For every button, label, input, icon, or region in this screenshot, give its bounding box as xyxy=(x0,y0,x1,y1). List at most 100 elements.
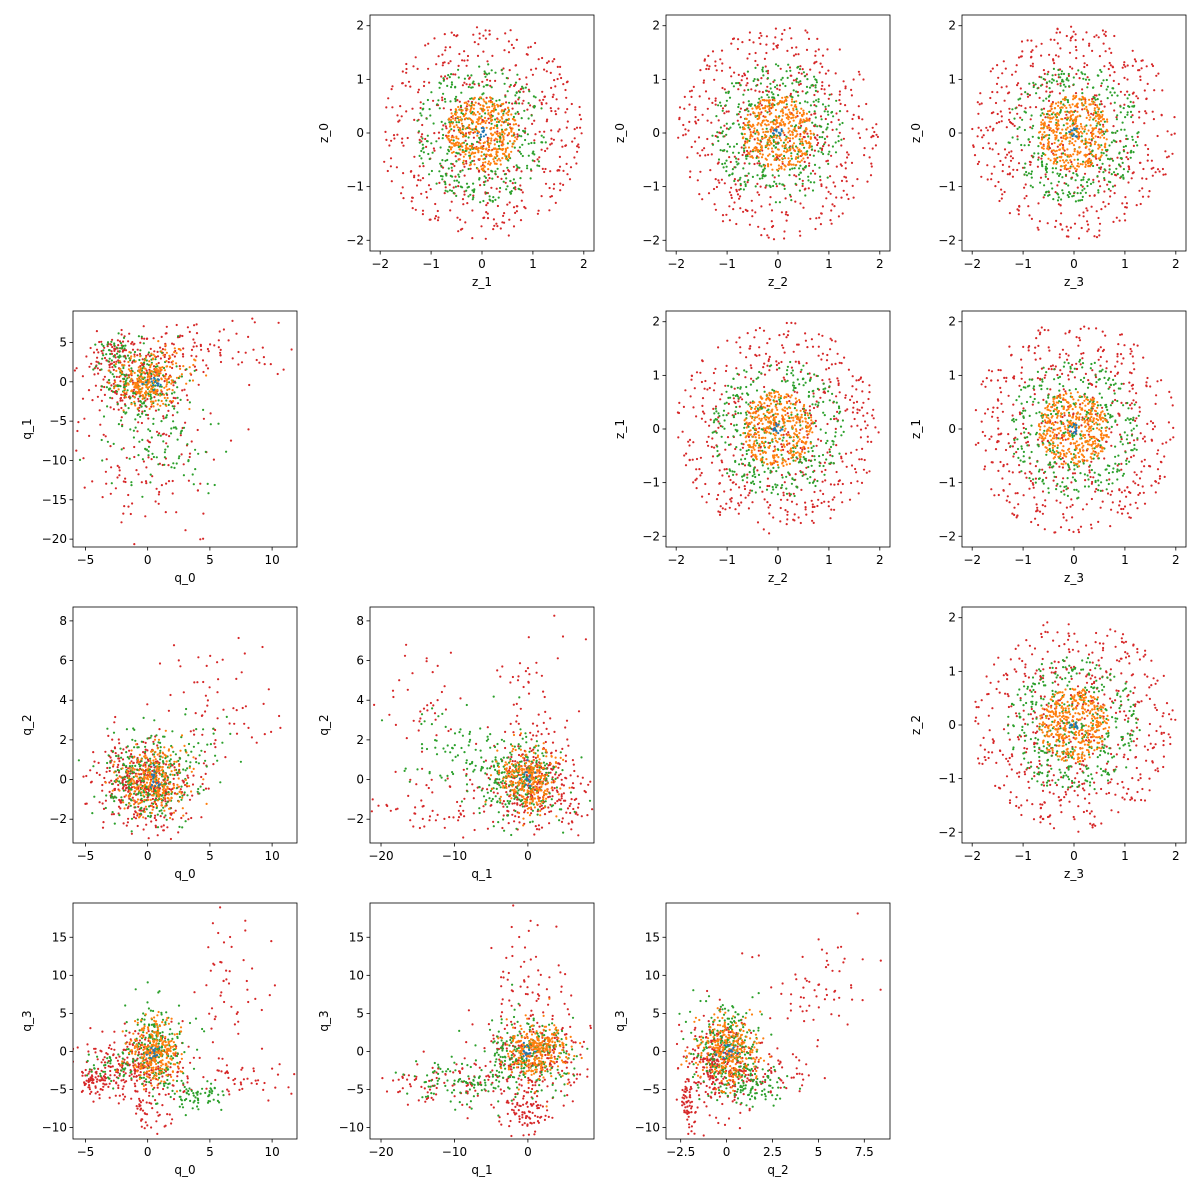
data-point xyxy=(515,38,519,41)
data-point xyxy=(123,347,126,350)
data-point xyxy=(1073,110,1076,113)
data-point xyxy=(703,59,706,62)
data-point xyxy=(1085,207,1088,210)
data-point xyxy=(213,483,216,487)
data-point xyxy=(520,117,523,120)
data-point xyxy=(1003,148,1007,151)
data-point xyxy=(499,186,502,190)
data-point xyxy=(796,133,799,136)
data-point xyxy=(512,142,515,146)
data-point xyxy=(1059,106,1062,109)
data-point xyxy=(1081,108,1084,111)
data-point xyxy=(460,91,463,94)
data-point xyxy=(487,142,490,145)
data-point xyxy=(1068,51,1072,54)
data-point xyxy=(485,211,488,214)
data-point xyxy=(771,168,774,171)
data-point xyxy=(1053,62,1056,65)
data-point xyxy=(484,153,487,156)
data-point xyxy=(168,388,171,391)
data-point xyxy=(846,156,849,159)
data-point xyxy=(1066,118,1069,121)
data-point xyxy=(694,108,697,111)
data-point xyxy=(465,189,468,192)
data-point xyxy=(762,119,766,122)
data-point xyxy=(122,391,125,394)
data-point xyxy=(486,106,489,109)
data-point xyxy=(479,135,483,138)
data-point xyxy=(103,385,106,389)
data-point xyxy=(531,73,535,76)
data-point xyxy=(128,351,131,354)
data-point xyxy=(1131,64,1134,67)
data-point xyxy=(805,73,809,76)
data-point xyxy=(787,118,790,121)
data-point xyxy=(451,114,454,117)
data-point xyxy=(442,77,445,80)
data-point xyxy=(151,475,154,478)
data-point xyxy=(415,184,419,187)
y-tick-label: 0 xyxy=(356,126,364,140)
data-point xyxy=(1109,189,1112,192)
data-point xyxy=(827,104,830,107)
data-point xyxy=(137,397,140,400)
data-point xyxy=(455,121,458,124)
data-point xyxy=(744,155,748,158)
data-point xyxy=(467,185,470,188)
data-point xyxy=(765,99,768,102)
data-point xyxy=(110,362,113,365)
data-point xyxy=(1093,155,1096,158)
data-point xyxy=(1116,114,1119,117)
data-point xyxy=(842,137,846,140)
data-point xyxy=(157,408,160,411)
data-point xyxy=(486,212,489,215)
data-point xyxy=(159,394,162,397)
data-point xyxy=(1103,190,1106,193)
y-tick-label: −1 xyxy=(346,180,364,194)
data-point xyxy=(141,438,144,441)
data-point xyxy=(489,79,492,82)
data-point xyxy=(139,392,142,395)
data-point xyxy=(469,97,472,100)
data-point xyxy=(106,405,109,408)
data-point xyxy=(1081,102,1084,105)
data-point xyxy=(541,90,544,93)
data-point xyxy=(824,141,827,144)
data-point xyxy=(831,203,834,206)
data-point xyxy=(778,154,781,157)
data-point xyxy=(1097,216,1100,220)
data-point xyxy=(797,155,800,158)
data-point xyxy=(1053,141,1056,145)
data-point xyxy=(159,357,162,360)
data-point xyxy=(755,156,758,159)
data-point xyxy=(1067,74,1070,77)
data-point xyxy=(417,174,420,177)
data-point xyxy=(453,179,456,182)
data-point xyxy=(803,160,806,163)
data-point xyxy=(157,361,160,365)
data-point xyxy=(1075,127,1079,130)
data-point xyxy=(1087,178,1091,181)
data-point xyxy=(512,187,516,190)
data-point xyxy=(804,100,807,103)
data-point xyxy=(801,184,804,188)
data-point xyxy=(1151,64,1155,68)
data-point xyxy=(1092,102,1095,106)
data-point xyxy=(1161,167,1164,171)
data-point xyxy=(172,384,175,387)
data-point xyxy=(165,392,168,395)
data-point xyxy=(482,144,485,148)
data-point xyxy=(1100,151,1103,154)
data-point xyxy=(212,458,215,461)
y-tick-label: 2 xyxy=(948,19,956,33)
data-point xyxy=(820,151,823,154)
data-point xyxy=(482,147,485,150)
data-point xyxy=(571,140,574,143)
data-point xyxy=(130,377,133,380)
data-point xyxy=(1059,47,1062,50)
data-point xyxy=(763,227,766,230)
data-point xyxy=(161,433,164,436)
data-point xyxy=(552,187,555,190)
data-point xyxy=(442,92,445,95)
